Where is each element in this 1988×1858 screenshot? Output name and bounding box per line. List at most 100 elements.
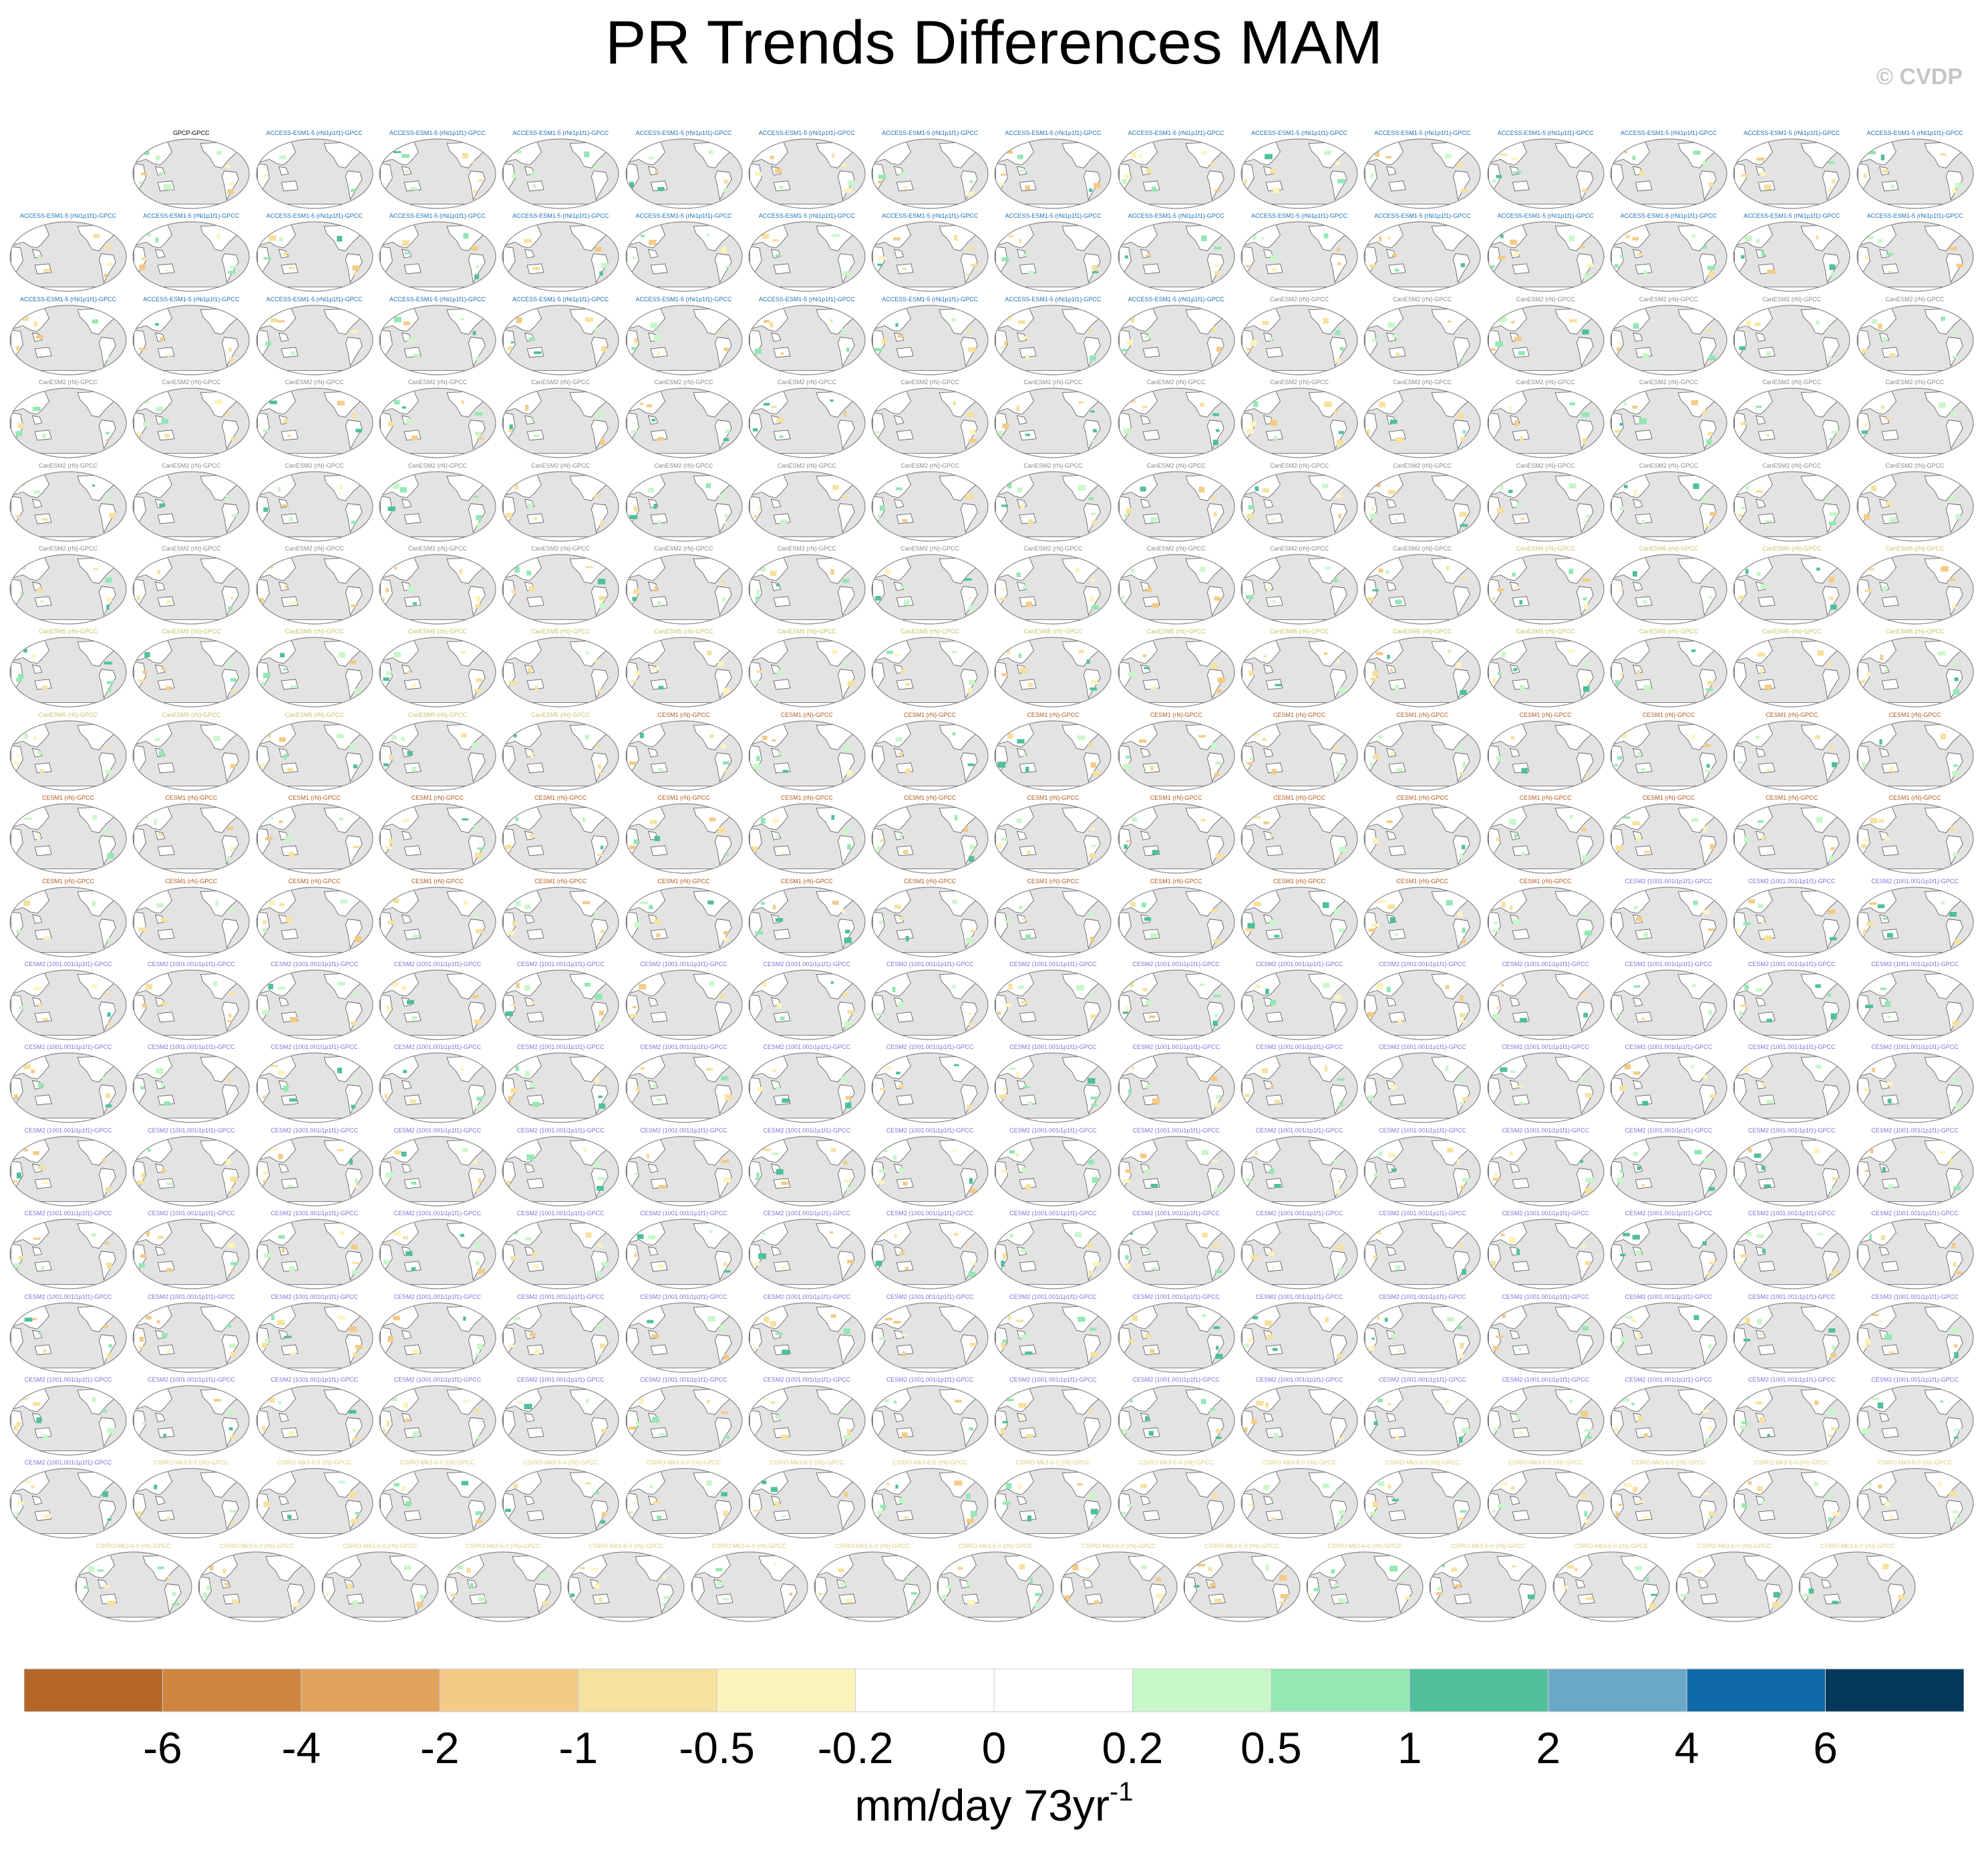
trend-patch xyxy=(38,1083,44,1088)
trend-patch xyxy=(1213,1242,1218,1248)
land-shape xyxy=(999,1035,1107,1040)
trend-patch xyxy=(1323,901,1329,908)
map-panel: CESM1 (rN)-GPCC xyxy=(1732,794,1851,877)
land-shape xyxy=(896,762,914,774)
trend-patch xyxy=(1262,1068,1269,1074)
trend-patch xyxy=(1940,316,1945,321)
trend-patch xyxy=(1092,1177,1099,1183)
trend-patch xyxy=(770,570,777,577)
trend-patch xyxy=(754,1346,759,1349)
trend-patch xyxy=(1762,1083,1766,1087)
land-shape xyxy=(1453,337,1470,367)
trend-patch xyxy=(997,1012,1001,1015)
trend-patch xyxy=(92,815,98,820)
trend-patch xyxy=(524,1071,530,1077)
land-shape xyxy=(1122,1367,1230,1372)
trend-patch xyxy=(1512,171,1521,174)
trend-patch xyxy=(528,337,536,341)
trend-patch xyxy=(353,764,357,768)
trend-patch xyxy=(1709,844,1715,850)
land-shape xyxy=(630,453,737,458)
land-shape xyxy=(1710,555,1724,564)
trend-patch xyxy=(1325,1317,1329,1323)
trend-patch xyxy=(383,1259,389,1265)
trend-patch xyxy=(770,155,774,160)
panel-map xyxy=(132,221,250,292)
map-panel: CESM2 (1001.001i1p1f1)-GPCC xyxy=(1363,961,1482,1044)
map-panel: ACCESS-ESM1-5 (rNi1p1f1)-GPCC xyxy=(625,130,743,212)
trend-patch xyxy=(283,585,287,589)
land-shape xyxy=(1084,170,1102,201)
trend-patch xyxy=(1693,1314,1699,1320)
trend-patch xyxy=(474,913,478,917)
trend-patch xyxy=(595,412,603,418)
panel-title: GPCP-GPCC xyxy=(173,130,210,136)
trend-patch xyxy=(1122,1179,1130,1183)
trend-patch xyxy=(157,1235,164,1239)
trend-patch xyxy=(598,579,606,585)
trend-patch xyxy=(1128,672,1136,677)
land-shape xyxy=(1834,390,1847,398)
panel-title: CESM2 (1001.001i1p1f1)-GPCC xyxy=(1132,1126,1220,1134)
trend-patch xyxy=(352,846,359,848)
map-panel: CanESM2 (rN)-GPCC xyxy=(1363,462,1482,545)
land-shape xyxy=(1576,502,1594,533)
trend-patch xyxy=(508,681,517,686)
panel-map xyxy=(132,1136,250,1207)
panel-map xyxy=(1733,637,1850,708)
trend-patch xyxy=(894,1234,897,1238)
map-panel: CanESM5 (rN)-GPCC xyxy=(132,712,251,794)
trend-patch xyxy=(900,1333,908,1336)
land-shape xyxy=(1017,415,1027,425)
trend-patch xyxy=(1215,1095,1221,1099)
land-shape xyxy=(1861,536,1969,541)
trend-patch xyxy=(1829,511,1838,516)
map-panel: ACCESS-ESM1-5 (rNi1p1f1)-GPCC xyxy=(993,212,1112,295)
map-frame xyxy=(871,803,989,874)
land-shape xyxy=(1265,928,1283,939)
trend-patch xyxy=(279,653,285,658)
map-frame xyxy=(255,554,373,625)
land-shape xyxy=(157,928,175,939)
map-frame xyxy=(748,305,866,375)
trend-patch xyxy=(526,571,532,576)
land-shape xyxy=(603,1303,616,1312)
panel-title: CanESM5 (rN)-GPCC xyxy=(1885,628,1945,635)
land-shape xyxy=(1861,1118,1969,1123)
trend-patch xyxy=(1377,1315,1380,1320)
trend-patch xyxy=(1766,434,1770,437)
panel-map xyxy=(132,1052,250,1123)
trend-patch xyxy=(1706,764,1710,768)
land-shape xyxy=(848,1137,862,1146)
trend-patch xyxy=(1877,904,1884,908)
land-shape xyxy=(1464,223,1478,232)
panel-map xyxy=(502,720,619,791)
trend-patch xyxy=(1708,1343,1711,1350)
map-frame xyxy=(1610,803,1727,874)
land-shape xyxy=(1587,888,1601,897)
trend-patch xyxy=(1746,569,1749,574)
map-panel: ACCESS-ESM1-5 (rNi1p1f1)-GPCC xyxy=(993,130,1112,212)
panel-title: ACCESS-ESM1-5 (rNi1p1f1)-GPCC xyxy=(1374,212,1471,220)
panel-title: CESM2 (1001.001i1p1f1)-GPCC xyxy=(640,1044,727,1051)
trend-patch xyxy=(475,928,484,933)
land-shape xyxy=(1861,1035,1969,1040)
trend-patch xyxy=(654,836,660,842)
trend-patch xyxy=(1263,655,1267,658)
trend-patch xyxy=(1020,169,1027,172)
trend-patch xyxy=(830,569,834,575)
trend-patch xyxy=(1496,837,1500,842)
land-shape xyxy=(770,332,782,342)
trend-patch xyxy=(1766,351,1772,355)
trend-patch xyxy=(1212,327,1216,333)
land-shape xyxy=(848,639,862,647)
trend-patch xyxy=(1860,679,1865,683)
land-shape xyxy=(1218,971,1232,979)
panel-map xyxy=(1856,305,1974,375)
trend-patch xyxy=(230,1351,236,1356)
map-frame xyxy=(1363,138,1481,209)
panel-map xyxy=(1856,1219,1974,1289)
trend-patch xyxy=(1387,237,1391,241)
trend-patch xyxy=(1090,762,1097,768)
trend-patch xyxy=(1949,911,1957,917)
